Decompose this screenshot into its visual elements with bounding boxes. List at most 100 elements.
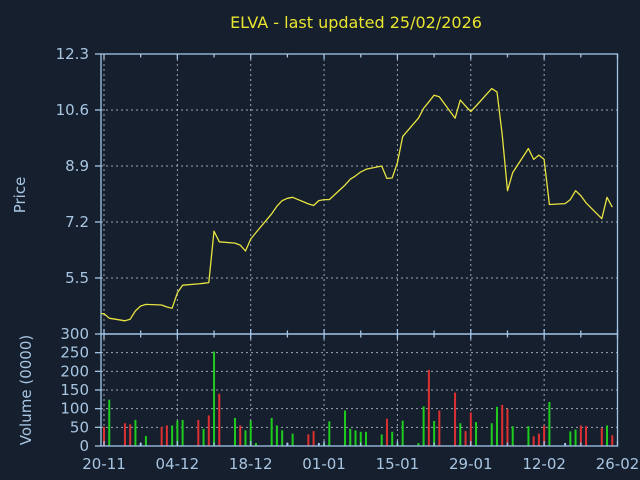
volume-bar <box>129 424 132 446</box>
volume-bar <box>454 392 457 446</box>
axis-ticks <box>95 53 619 447</box>
price-y-tick-label: 12.3 <box>56 45 89 63</box>
panel-borders <box>100 53 619 447</box>
volume-axis-title: Volume (0000) <box>17 335 35 445</box>
volume-bar <box>349 428 352 446</box>
volume-bar <box>359 431 362 446</box>
volume-bar <box>543 425 546 446</box>
volume-bar <box>579 425 582 446</box>
volume-bar <box>537 433 540 446</box>
volume-bar <box>171 425 174 446</box>
volume-bar <box>244 430 247 446</box>
volume-bar <box>281 430 284 446</box>
price-y-tick-label: 8.9 <box>65 157 89 175</box>
x-tick-label: 15-01 <box>376 455 420 473</box>
price-y-tick-label: 5.5 <box>65 269 89 287</box>
volume-bar <box>328 421 331 446</box>
volume-bar <box>464 431 467 446</box>
volume-bar <box>433 420 436 446</box>
volume-bar <box>176 420 179 446</box>
gridlines <box>101 53 618 446</box>
volume-bar <box>475 422 478 446</box>
volume-bar <box>569 431 572 446</box>
volume-bar <box>574 429 577 446</box>
x-tick-label: 29-01 <box>449 455 493 473</box>
volume-bar <box>501 404 504 446</box>
volume-bar <box>165 425 168 446</box>
volume-bar <box>275 425 278 446</box>
volume-bar <box>385 418 388 446</box>
volume-bar <box>123 423 126 446</box>
volume-bar <box>344 410 347 446</box>
volume-bar <box>459 423 462 446</box>
price-y-tick-label: 10.6 <box>56 101 89 119</box>
chart-title: ELVA - last updated 25/02/2026 <box>230 13 482 32</box>
volume-bar <box>564 443 567 446</box>
x-tick-label: 04-12 <box>156 455 200 473</box>
volume-bar <box>548 401 551 446</box>
volume-bar <box>606 425 609 446</box>
volume-y-tick-label: 0 <box>79 437 89 455</box>
volume-bar <box>202 428 205 446</box>
volume-bar <box>134 419 137 446</box>
volume-bar <box>160 426 163 446</box>
x-tick-label: 18-12 <box>229 455 273 473</box>
volume-bar <box>600 428 603 446</box>
volume-bar <box>108 399 111 446</box>
volume-bar <box>401 420 404 446</box>
volume-bar <box>270 418 273 446</box>
volume-bar <box>511 426 514 446</box>
volume-bar <box>307 434 310 446</box>
volume-y-tick-label: 300 <box>60 325 89 343</box>
volume-bar <box>532 436 535 446</box>
volume-bar <box>103 426 105 446</box>
volume-bar <box>197 419 200 446</box>
volume-bar <box>495 406 498 446</box>
volume-bar <box>249 420 252 446</box>
volume-bar <box>239 425 242 446</box>
volume-y-tick-label: 200 <box>60 362 89 380</box>
volume-bar <box>213 351 216 446</box>
volume-bar <box>438 410 441 446</box>
volume-bar <box>490 423 493 446</box>
volume-bar <box>317 443 320 446</box>
volume-bar <box>380 434 383 446</box>
volume-bar <box>144 435 147 446</box>
volume-y-tick-label: 150 <box>60 381 89 399</box>
volume-bar <box>354 430 357 446</box>
volume-bar <box>291 433 294 446</box>
x-tick-label: 12-02 <box>522 455 566 473</box>
volume-bar <box>585 426 588 446</box>
x-axis-tick-labels: 20-11 04-12 18-12 01-01 15-01 29-01 12-02 26-02 <box>82 455 639 473</box>
volume-bar <box>427 369 430 446</box>
volume-bar <box>218 393 221 446</box>
volume-panel-border <box>100 333 619 447</box>
x-tick-label: 01-01 <box>302 455 346 473</box>
volume-bar <box>391 431 394 446</box>
x-tick-label: 20-11 <box>82 455 126 473</box>
volume-bar <box>469 412 472 446</box>
volume-bar <box>254 443 257 446</box>
volume-y-tick-label: 250 <box>60 344 89 362</box>
x-tick-label: 26-02 <box>596 455 640 473</box>
volume-bars <box>103 351 614 446</box>
price-series-line <box>101 87 613 322</box>
volume-bar <box>207 415 210 446</box>
volume-bar <box>417 443 420 446</box>
volume-bar <box>422 406 425 446</box>
volume-bar <box>233 418 236 446</box>
volume-bar <box>181 419 184 446</box>
volume-bar <box>506 409 509 446</box>
volume-bar <box>312 431 315 446</box>
price-axis-title: Price <box>11 177 29 214</box>
volume-bar <box>527 426 530 446</box>
volume-bar <box>611 435 614 446</box>
price-y-tick-label: 7.2 <box>65 213 89 231</box>
volume-bar <box>364 431 367 446</box>
price-line <box>101 87 613 322</box>
volume-y-tick-label: 50 <box>70 418 89 436</box>
volume-y-tick-label: 100 <box>60 400 89 418</box>
price-axis-tick-labels: 12.3 10.6 8.9 7.2 5.5 <box>56 45 89 287</box>
